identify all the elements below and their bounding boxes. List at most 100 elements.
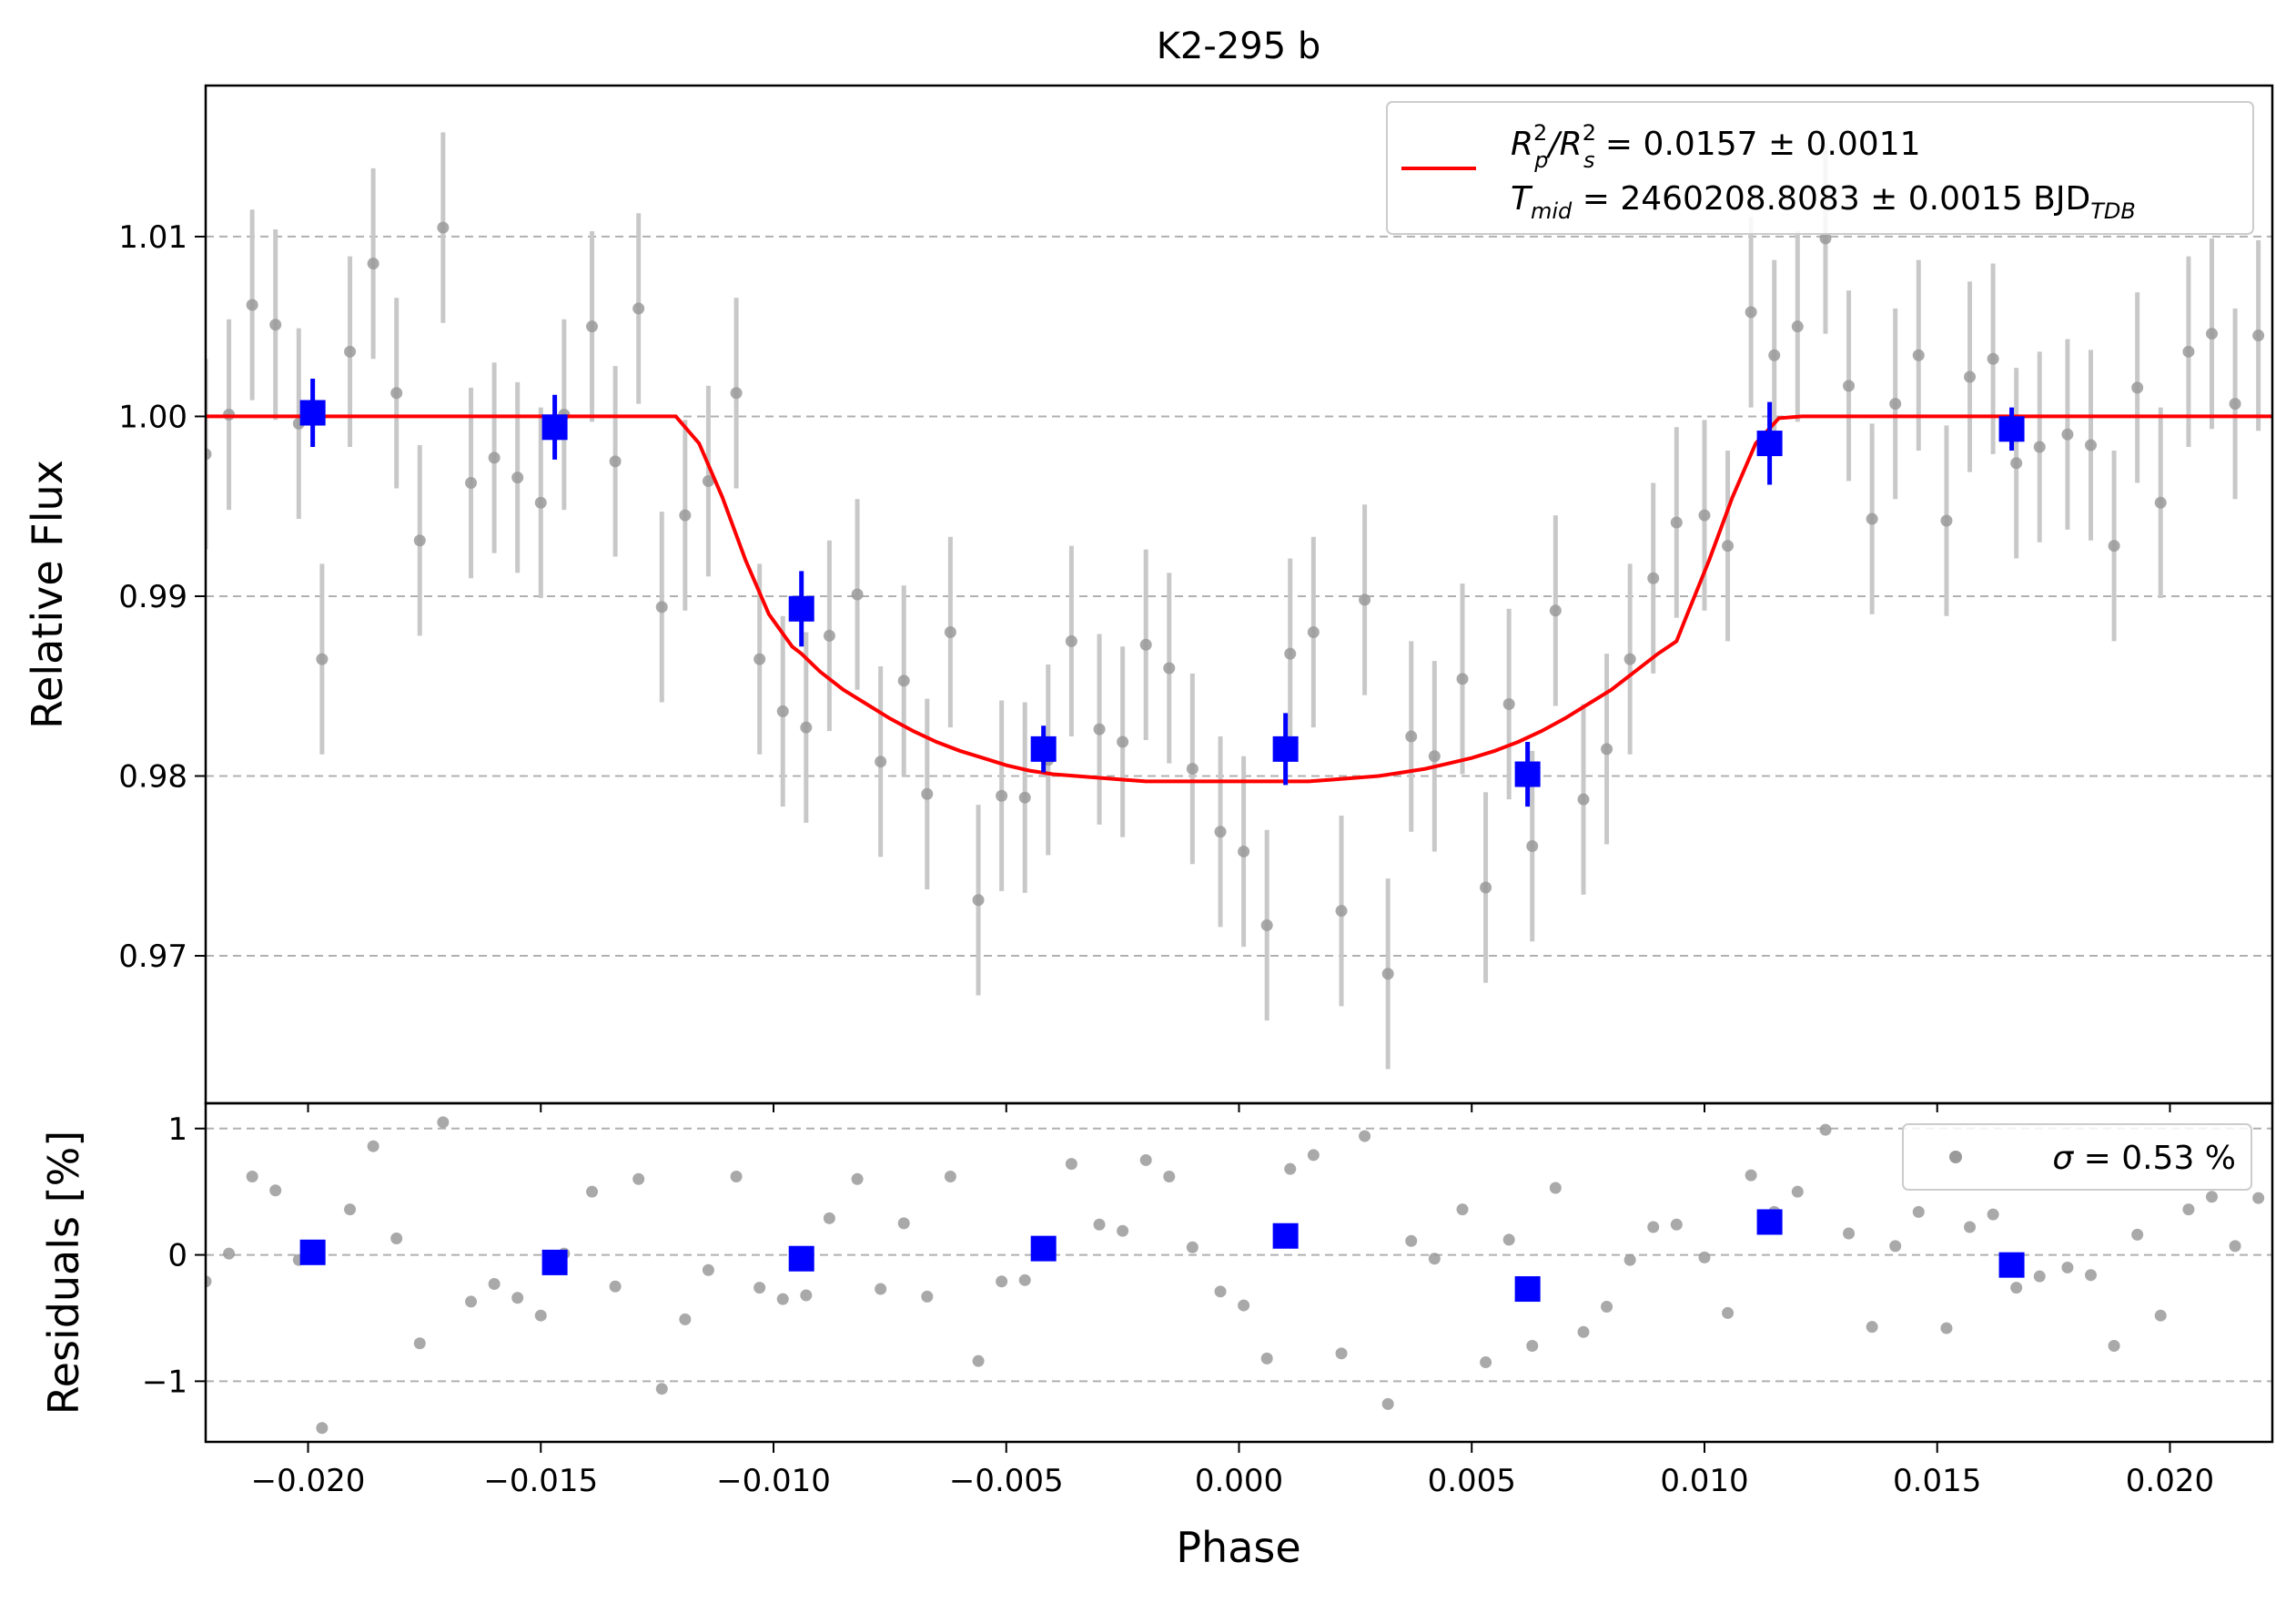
residuals-y-label: Residuals [%] xyxy=(39,1131,88,1415)
residual-raw-point xyxy=(2085,1269,2098,1282)
light-curve-y-tick-label: 0.98 xyxy=(118,759,187,796)
residual-raw-point xyxy=(2108,1340,2120,1353)
residual-raw-point xyxy=(2033,1270,2046,1283)
x-tick-label: 0.015 xyxy=(1893,1463,1981,1499)
light-curve-y-tick-label: 1.01 xyxy=(118,219,187,256)
residuals-y-ticks: −1 0 1 xyxy=(142,1111,206,1400)
x-tick-label: 0.010 xyxy=(1660,1463,1748,1499)
residual-raw-point xyxy=(754,1282,766,1294)
raw-point xyxy=(2131,381,2144,394)
residual-raw-point xyxy=(2131,1228,2144,1241)
light-curve-legend: R2 p/R2 s = 0.0157 ± 0.0011 Tmid = 2460208… xyxy=(1386,101,2254,235)
binned-point xyxy=(1030,736,1057,762)
residuals-y-tick-label: 0 xyxy=(167,1238,187,1274)
raw-point xyxy=(1093,723,1106,736)
residual-raw-point xyxy=(1987,1208,1999,1221)
raw-point xyxy=(437,221,450,234)
raw-point xyxy=(1139,638,1152,651)
chart-title: K2-295 b xyxy=(1157,25,1321,67)
residual-raw-point xyxy=(1791,1185,1804,1198)
residual-raw-point xyxy=(1912,1205,1925,1218)
legend-depth-text: R2 p/R2 s = 0.0157 ± 0.0011 xyxy=(1511,120,1921,173)
raw-point xyxy=(1284,647,1297,660)
raw-point xyxy=(1117,736,1129,748)
residual-raw-point xyxy=(1698,1251,1711,1263)
binned-points xyxy=(299,378,2025,807)
raw-point xyxy=(1768,349,1781,361)
residual-raw-point xyxy=(390,1233,403,1245)
residual-raw-point xyxy=(2206,1191,2219,1203)
residuals-y-tick-label: −1 xyxy=(142,1364,187,1400)
residual-binned-point xyxy=(1030,1235,1057,1262)
x-tick-label: 0.005 xyxy=(1428,1463,1516,1499)
residual-binned-point xyxy=(1272,1223,1299,1249)
raw-point xyxy=(465,477,478,490)
raw-point xyxy=(488,451,501,464)
raw-point xyxy=(269,319,282,331)
raw-point xyxy=(1912,349,1925,361)
residual-raw-point xyxy=(1843,1227,1856,1240)
residual-raw-point xyxy=(702,1263,714,1276)
residual-raw-point xyxy=(776,1293,789,1305)
residual-raw-point xyxy=(246,1171,258,1183)
x-tick-label: −0.015 xyxy=(483,1463,598,1499)
residual-raw-point xyxy=(944,1171,956,1183)
raw-point xyxy=(1722,540,1735,553)
raw-point xyxy=(2206,328,2219,340)
residual-raw-point xyxy=(344,1203,357,1216)
residual-binned-point xyxy=(1756,1209,1783,1235)
x-tick-label: −0.010 xyxy=(716,1463,831,1499)
raw-point xyxy=(206,448,212,461)
residual-raw-point xyxy=(800,1289,813,1302)
raw-point xyxy=(2010,457,2023,470)
raw-points xyxy=(206,221,2265,980)
raw-point xyxy=(632,302,645,315)
residual-raw-point xyxy=(1549,1182,1562,1194)
raw-point xyxy=(655,601,668,614)
raw-point xyxy=(2252,330,2265,342)
light-curve-frame xyxy=(204,84,2274,1105)
light-curve-y-label: Relative Flux xyxy=(23,460,72,729)
residual-raw-point xyxy=(1065,1158,1077,1171)
raw-point xyxy=(2229,398,2241,411)
raw-point xyxy=(2182,345,2195,358)
x-tick-label: −0.005 xyxy=(949,1463,1064,1499)
residual-raw-point xyxy=(586,1185,599,1198)
raw-point xyxy=(944,625,956,638)
raw-point xyxy=(1307,625,1320,638)
residual-raw-point xyxy=(851,1172,864,1185)
residual-raw-point xyxy=(2182,1203,2195,1216)
raw-point xyxy=(1359,594,1371,606)
residual-raw-point xyxy=(2061,1261,2074,1273)
raw-point xyxy=(1260,918,1273,931)
residual-raw-point xyxy=(437,1116,450,1129)
raw-point xyxy=(1214,826,1227,838)
raw-point xyxy=(1843,380,1856,392)
raw-point xyxy=(2033,441,2046,453)
raw-point xyxy=(413,534,426,547)
residual-raw-point xyxy=(413,1337,426,1350)
light-curve-x-ticks xyxy=(307,1103,2171,1112)
legend-raw-swatch xyxy=(1949,1151,1962,1163)
raw-point xyxy=(875,756,887,768)
light-curve-y-tick-label: 0.97 xyxy=(118,938,187,975)
residual-raw-point xyxy=(316,1422,329,1435)
light-curve-y-ticks: 0.97 0.98 0.99 1.00 1.01 xyxy=(118,219,206,975)
residual-raw-point xyxy=(1670,1218,1683,1231)
raw-point xyxy=(1526,840,1539,853)
legend-box xyxy=(1386,101,2254,235)
residual-binned-point xyxy=(1998,1252,2025,1278)
residual-raw-point xyxy=(1722,1306,1735,1319)
residual-raw-point xyxy=(823,1212,835,1224)
binned-point xyxy=(1514,761,1541,787)
x-tick-label: −0.020 xyxy=(251,1463,366,1499)
raw-point xyxy=(2085,439,2098,451)
binned-point xyxy=(541,414,568,441)
raw-point xyxy=(1186,763,1199,776)
residual-raw-point xyxy=(1601,1300,1613,1313)
raw-point xyxy=(1819,232,1832,245)
residual-raw-point xyxy=(1307,1149,1320,1162)
raw-point xyxy=(921,787,934,800)
raw-point xyxy=(702,475,714,488)
residual-raw-point xyxy=(1456,1203,1469,1216)
